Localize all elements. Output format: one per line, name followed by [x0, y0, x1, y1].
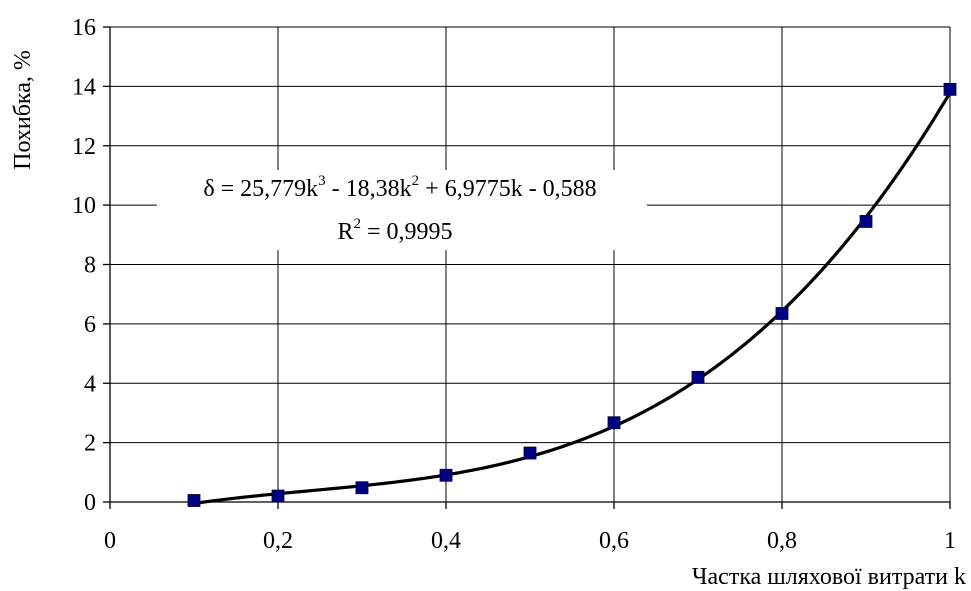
y-tick-label: 14: [72, 74, 96, 100]
x-tick-label: 0: [104, 528, 116, 554]
equation-text: δ = 25,779k3 - 18,38k2 + 6,9775k - 0,588: [203, 173, 596, 202]
data-points: [187, 82, 957, 507]
y-tick-label: 10: [72, 193, 96, 219]
trendline-curve: [193, 91, 952, 506]
y-tick-label: 4: [84, 371, 96, 397]
data-point: [775, 307, 789, 320]
equation-part: δ = 25,779k: [203, 176, 318, 202]
axes: [103, 26, 951, 509]
x-tick-label: 0,8: [767, 528, 797, 554]
equation-part: - 18,38k: [326, 176, 412, 202]
equation-exponent: 3: [318, 173, 326, 189]
y-tick-label: 0: [84, 490, 96, 516]
data-point: [943, 82, 957, 96]
r-squared-part: = 0,9995: [361, 219, 453, 245]
x-tick-label: 0,4: [431, 528, 461, 554]
y-tick-label: 12: [72, 134, 96, 160]
data-point: [607, 416, 621, 430]
data-point: [187, 494, 201, 507]
r-squared-text: R2 = 0,9995: [337, 216, 452, 245]
equation-part: + 6,9775k - 0,588: [419, 176, 597, 202]
x-tick-label: 0,6: [599, 528, 629, 554]
data-point: [271, 489, 285, 503]
data-point: [439, 468, 453, 482]
x-tick-label: 0,2: [263, 528, 293, 554]
y-tick-label: 2: [84, 431, 96, 457]
data-point: [355, 481, 369, 495]
x-axis-label: Частка шляхової витрати k: [692, 564, 966, 590]
data-point: [523, 446, 537, 460]
y-tick-label: 8: [84, 253, 96, 279]
trendline-equation: δ = 25,779k3 - 18,38k2 + 6,9775k - 0,588…: [157, 170, 647, 250]
y-axis-label: Похибка, %: [10, 50, 36, 170]
tick-labels: 0 2 4 6 8 10 12 14 16 0 0,2 0,4 0,6 0,8 1: [72, 15, 956, 554]
r-squared-exponent: 2: [353, 216, 361, 232]
grid: [110, 26, 951, 502]
data-point: [859, 215, 873, 228]
y-tick-label: 6: [84, 312, 96, 338]
x-tick-label: 1: [944, 528, 956, 554]
trendline-layer: [193, 91, 952, 506]
data-point: [691, 370, 705, 384]
equation-background: [157, 170, 647, 250]
equation-exponent: 2: [412, 173, 420, 189]
y-tick-label: 16: [72, 15, 96, 41]
r-squared-part: R: [337, 219, 353, 245]
